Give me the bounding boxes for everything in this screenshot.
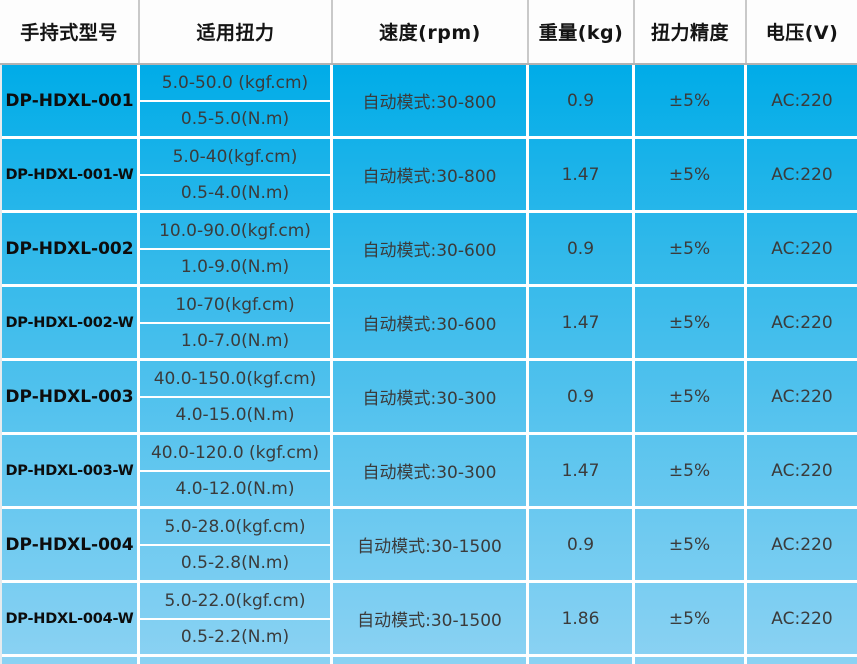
speed-cell: 自动模式:30-800 (333, 139, 529, 213)
weight-cell: 1.86 (529, 583, 635, 657)
speed-cell: 自动模式:30-800 (333, 65, 529, 139)
torque-nm-cell: 1.0-7.0(N.m) (140, 324, 333, 361)
torque-nm-cell: 4.0-12.0(N.m) (140, 472, 333, 509)
weight-cell: 0.9 (529, 509, 635, 583)
torque-kgf-cell: 10.0-90.0(kgf.cm) (140, 213, 333, 250)
torque-kgf-cell: 5.0-50.0 (kgf.cm) (140, 65, 333, 102)
cutoff-row-cell (529, 657, 635, 664)
speed-cell: 自动模式:30-1500 (333, 583, 529, 657)
speed-cell: 自动模式:30-600 (333, 287, 529, 361)
torque-kgf-cell: 40.0-150.0(kgf.cm) (140, 361, 333, 398)
voltage-cell: AC:220 (747, 287, 857, 361)
voltage-cell: AC:220 (747, 139, 857, 213)
table-body: DP-HDXL-001 5.0-50.0 (kgf.cm) 自动模式:30-80… (0, 65, 857, 664)
torque-kgf-cell: 10-70(kgf.cm) (140, 287, 333, 324)
torque-nm-cell: 0.5-5.0(N.m) (140, 102, 333, 139)
torque-nm-cell: 0.5-4.0(N.m) (140, 176, 333, 213)
speed-cell: 自动模式:30-300 (333, 435, 529, 509)
precision-cell: ±5% (635, 139, 747, 213)
precision-cell: ±5% (635, 213, 747, 287)
torque-nm-cell: 4.0-15.0(N.m) (140, 398, 333, 435)
model-cell: DP-HDXL-002-W (2, 287, 140, 361)
model-cell: DP-HDXL-004-W (2, 583, 140, 657)
cutoff-row-cell (747, 657, 857, 664)
model-cell: DP-HDXL-003 (2, 361, 140, 435)
torque-kgf-cell: 40.0-120.0 (kgf.cm) (140, 435, 333, 472)
weight-cell: 1.47 (529, 139, 635, 213)
cutoff-row-cell (635, 657, 747, 664)
torque-kgf-cell: 5.0-40(kgf.cm) (140, 139, 333, 176)
precision-cell: ±5% (635, 435, 747, 509)
model-cell: DP-HDXL-004 (2, 509, 140, 583)
model-cell: DP-HDXL-003-W (2, 435, 140, 509)
model-cell: DP-HDXL-001-W (2, 139, 140, 213)
torque-nm-cell: 0.5-2.8(N.m) (140, 546, 333, 583)
header-voltage: 电压(V) (765, 22, 839, 44)
voltage-cell: AC:220 (747, 509, 857, 583)
voltage-cell: AC:220 (747, 583, 857, 657)
weight-cell: 1.47 (529, 287, 635, 361)
table-header-row: 手持式型号 适用扭力 速度(rpm) 重量(kg) 扭力精度 电压(V) (0, 0, 857, 65)
weight-cell: 0.9 (529, 65, 635, 139)
speed-cell: 自动模式:30-600 (333, 213, 529, 287)
torque-kgf-cell: 5.0-28.0(kgf.cm) (140, 509, 333, 546)
header-speed: 速度(rpm) (333, 0, 529, 63)
precision-cell: ±5% (635, 509, 747, 583)
torque-nm-cell: 1.0-9.0(N.m) (140, 250, 333, 287)
torque-kgf-cell: 5.0-22.0(kgf.cm) (140, 583, 333, 620)
cutoff-row-cell (333, 657, 529, 664)
torque-nm-cell: 0.5-2.2(N.m) (140, 620, 333, 657)
cutoff-row-cell (2, 657, 140, 664)
header-precision: 扭力精度 (635, 0, 747, 63)
precision-cell: ±5% (635, 65, 747, 139)
voltage-cell: AC:220 (747, 213, 857, 287)
precision-cell: ±5% (635, 583, 747, 657)
header-torque: 适用扭力 (140, 0, 333, 63)
header-model: 手持式型号 (0, 0, 140, 63)
cutoff-row-cell (140, 657, 333, 664)
precision-cell: ±5% (635, 361, 747, 435)
header-weight: 重量(kg) (529, 0, 635, 63)
speed-cell: 自动模式:30-1500 (333, 509, 529, 583)
voltage-cell: AC:220 (747, 435, 857, 509)
weight-cell: 0.9 (529, 361, 635, 435)
model-cell: DP-HDXL-001 (2, 65, 140, 139)
speed-cell: 自动模式:30-300 (333, 361, 529, 435)
model-cell: DP-HDXL-002 (2, 213, 140, 287)
voltage-cell: AC:220 (747, 65, 857, 139)
precision-cell: ±5% (635, 287, 747, 361)
weight-cell: 0.9 (529, 213, 635, 287)
voltage-cell: AC:220 (747, 361, 857, 435)
weight-cell: 1.47 (529, 435, 635, 509)
